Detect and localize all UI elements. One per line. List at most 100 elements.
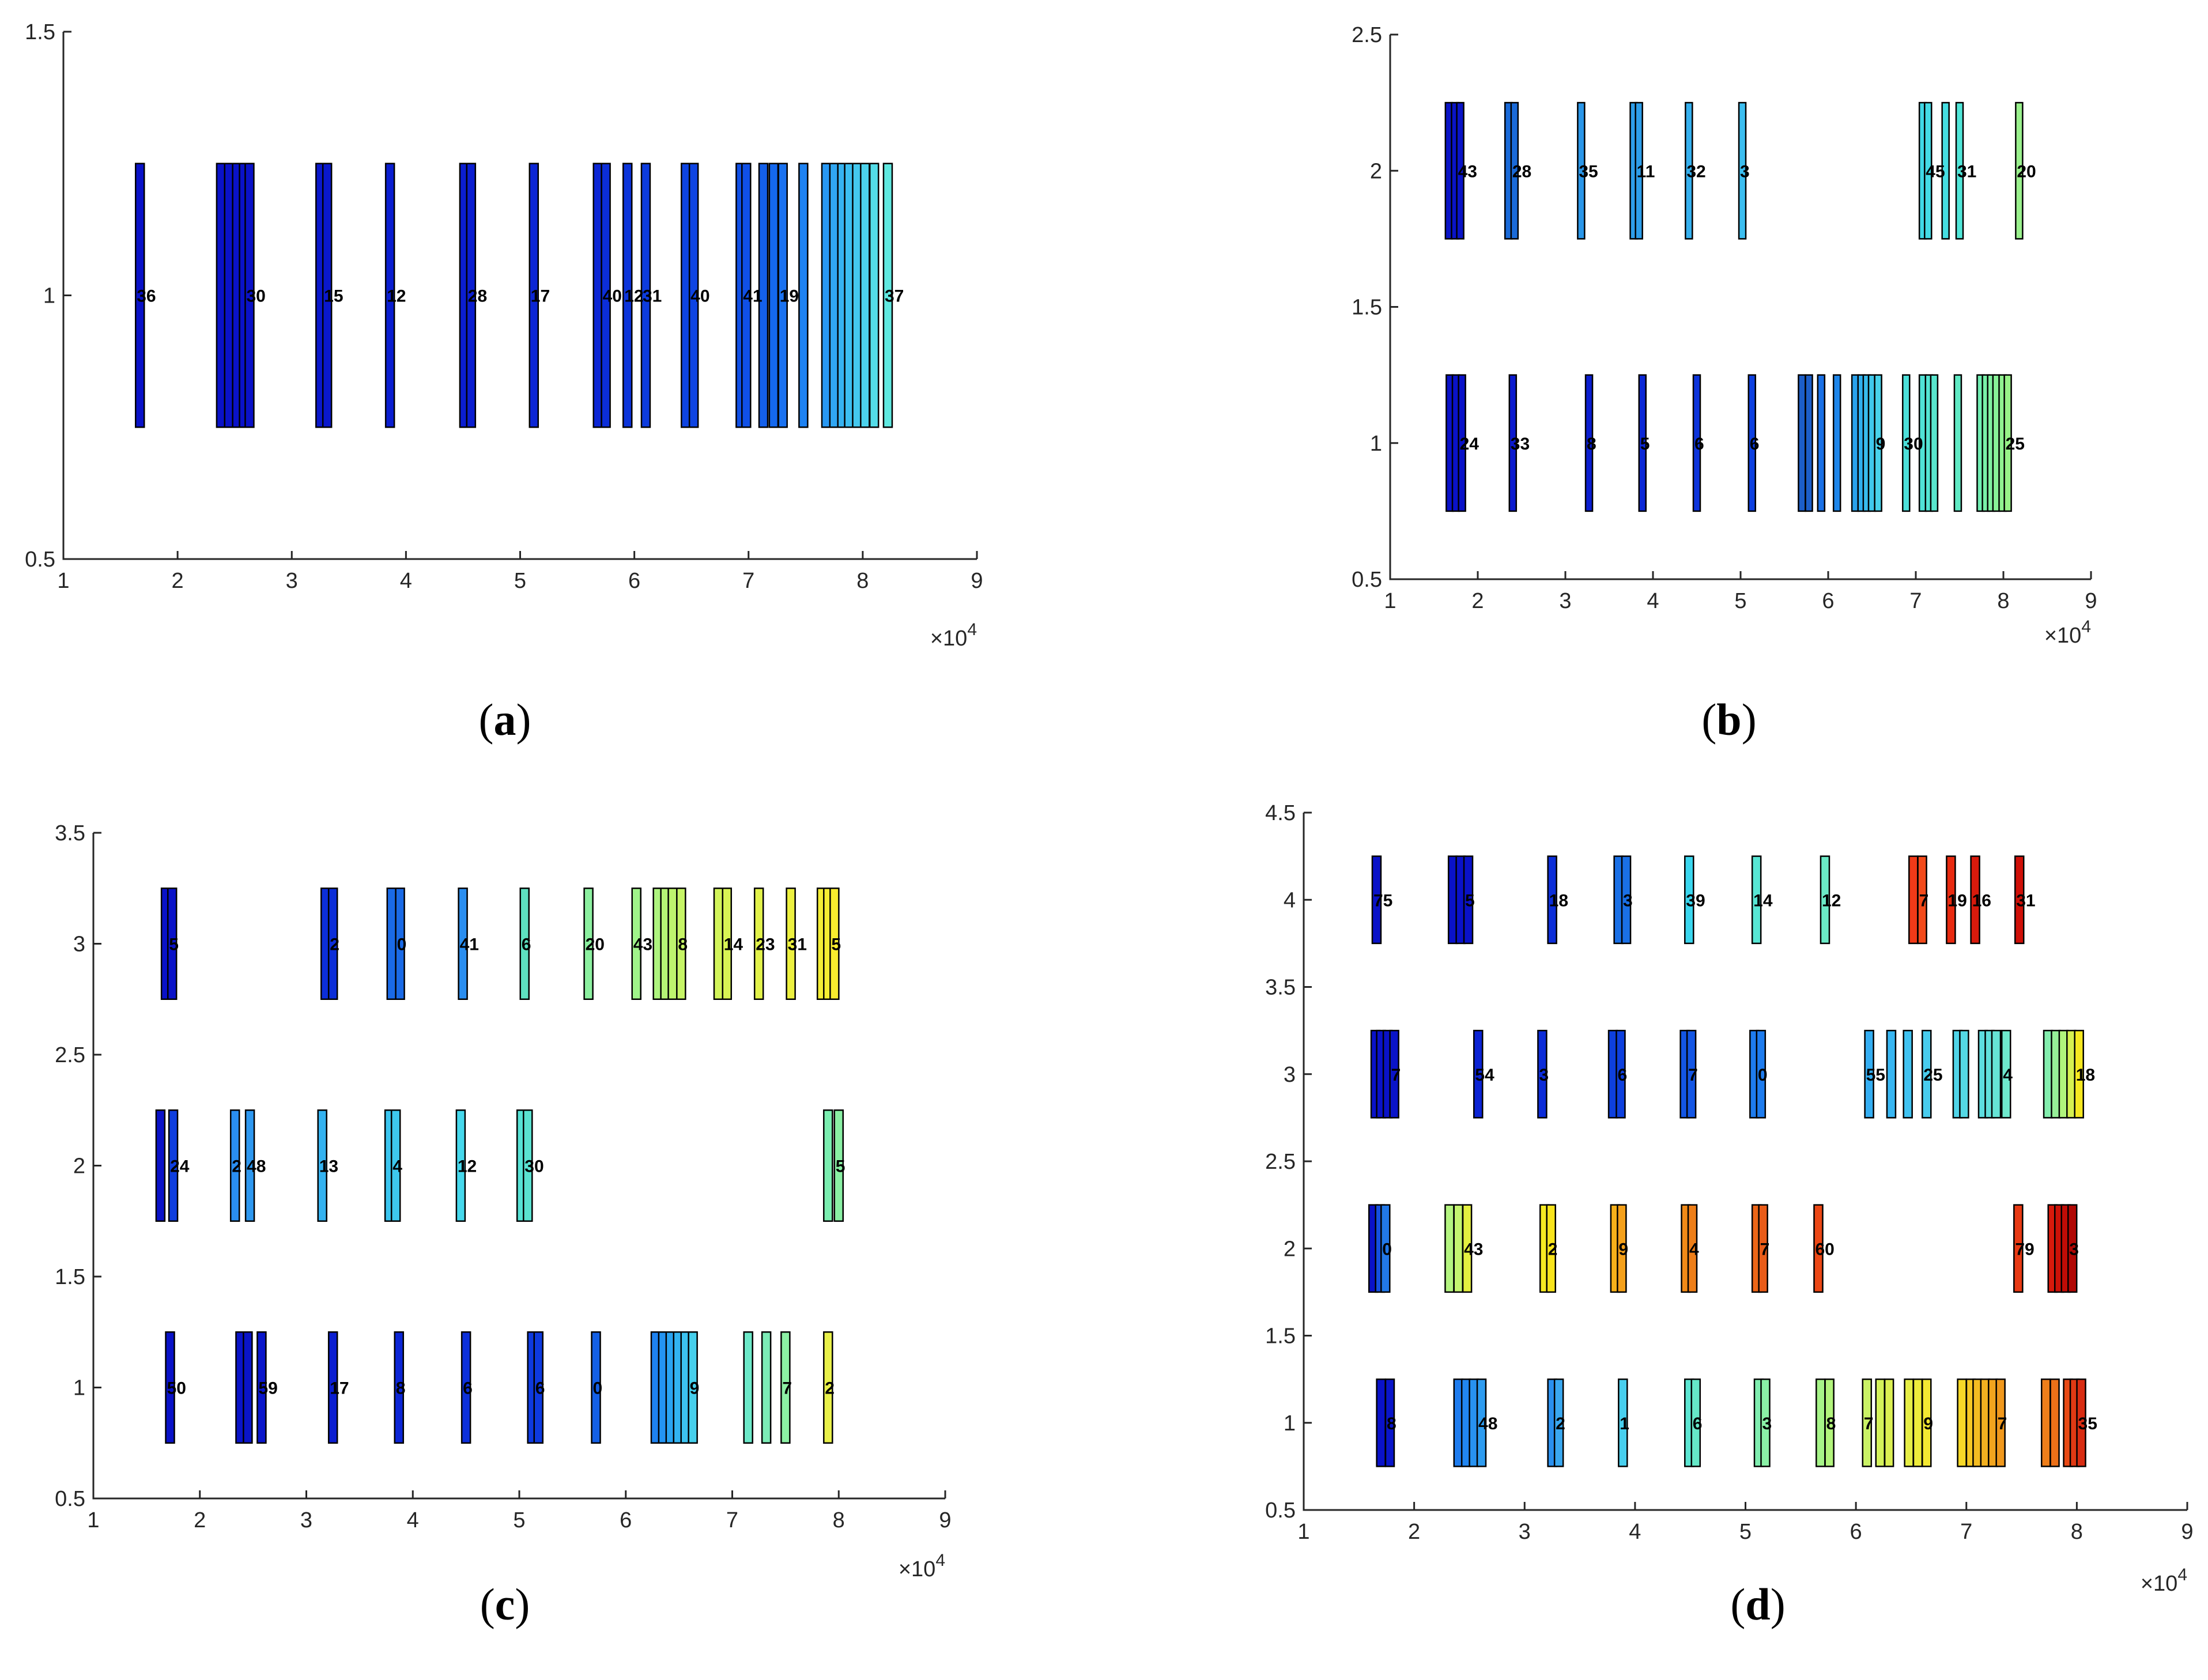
bar-label: 59 <box>258 1379 277 1398</box>
bar <box>1476 1378 1487 1467</box>
y-tick-label: 2.5 <box>55 1043 85 1067</box>
x-tick-label: 6 <box>620 1508 632 1532</box>
x-tick-label: 5 <box>514 569 526 593</box>
bar <box>667 888 678 1000</box>
bar <box>1924 101 1933 240</box>
bar <box>1820 855 1830 945</box>
x-tick-label: 3 <box>300 1508 312 1532</box>
x-tick-label: 6 <box>628 569 640 593</box>
bar <box>165 1331 175 1444</box>
y-tick-label: 1 <box>1370 432 1382 456</box>
bar <box>1462 1204 1473 1293</box>
x-exponent-label: ×104 <box>2044 617 2091 648</box>
bar <box>1546 1204 1556 1293</box>
bar-label: 1 <box>1620 1414 1629 1433</box>
x-tick-label: 3 <box>1519 1520 1531 1544</box>
y-tick-label: 2 <box>1284 1237 1296 1261</box>
bar <box>461 1331 471 1444</box>
bar <box>1917 855 1927 945</box>
x-tick-label: 2 <box>194 1508 206 1532</box>
bar <box>256 1331 267 1444</box>
bar-label: 79 <box>2015 1240 2034 1259</box>
bar-label: 8 <box>678 935 688 954</box>
y-tick-label: 3.5 <box>55 821 85 845</box>
bar <box>833 1109 844 1222</box>
bar-label: 9 <box>1876 435 1886 454</box>
bar-label: 28 <box>1512 162 1531 181</box>
bar <box>1995 1378 2006 1467</box>
bar <box>591 1331 601 1444</box>
bar <box>1908 855 1919 945</box>
bar <box>622 163 633 428</box>
bar <box>1380 1204 1391 1293</box>
bar <box>1751 855 1762 945</box>
bar <box>2003 374 2012 512</box>
bar-label: 7 <box>1760 1240 1770 1259</box>
bar-label: 12 <box>387 287 406 306</box>
bar-label: 17 <box>531 287 550 306</box>
bar <box>327 1331 338 1444</box>
bar <box>1813 1204 1824 1293</box>
y-tick-label: 1 <box>43 284 55 308</box>
bar-label: 30 <box>1904 435 1923 454</box>
bar-label: 12 <box>458 1157 477 1176</box>
bar <box>168 1109 179 1222</box>
bar <box>1941 101 1950 240</box>
x-tick-label: 9 <box>2085 589 2097 613</box>
bar <box>1875 1378 1886 1467</box>
x-tick-label: 3 <box>1559 589 1571 613</box>
bar <box>1805 374 1813 512</box>
bar-label: 75 <box>1373 891 1392 910</box>
bar-label: 6 <box>1617 1066 1627 1085</box>
caption-c: (c) <box>480 1579 530 1629</box>
bar-label: 40 <box>690 287 709 306</box>
bar-label: 0 <box>1382 1240 1392 1259</box>
bar-label: 8 <box>1387 1414 1396 1433</box>
bar-label: 7 <box>1919 891 1929 910</box>
bar-label: 43 <box>1458 162 1477 181</box>
y-tick-label: 2.5 <box>1352 23 1382 47</box>
bar <box>1922 1029 1932 1119</box>
bar-label: 41 <box>460 935 479 954</box>
bar <box>1798 374 1806 512</box>
bar <box>1473 1029 1484 1119</box>
x-tick-label: 8 <box>833 1508 845 1532</box>
y-tick-label: 2 <box>1370 159 1382 183</box>
bar <box>786 888 796 1000</box>
bar-label: 25 <box>1923 1066 1942 1085</box>
y-tick-label: 1.5 <box>1352 296 1382 320</box>
caption-b: (b) <box>1701 694 1756 745</box>
bar <box>1453 1204 1464 1293</box>
bar <box>1946 855 1956 945</box>
bar <box>1376 1378 1386 1467</box>
bar <box>753 888 764 1000</box>
bar <box>640 163 651 428</box>
bar-label: 16 <box>1972 891 1991 910</box>
bar-label: 13 <box>319 1157 338 1176</box>
x-tick-label: 8 <box>1997 589 2009 613</box>
bar-label: 36 <box>137 287 156 306</box>
y-tick-label: 1.5 <box>1265 1324 1296 1349</box>
bar <box>533 1331 544 1444</box>
bar <box>1756 1029 1767 1119</box>
bar-label: 35 <box>1579 162 1598 181</box>
y-tick-label: 0.5 <box>1265 1498 1296 1523</box>
bar <box>676 888 686 1000</box>
bar <box>1747 374 1757 512</box>
bar <box>1456 101 1465 240</box>
bar-label: 3 <box>1762 1414 1772 1433</box>
bar <box>1758 1204 1768 1293</box>
bar <box>244 1109 255 1222</box>
bar <box>1817 374 1826 512</box>
bar-label: 5 <box>831 935 841 954</box>
bar-label: 8 <box>1826 1414 1836 1433</box>
bar <box>1957 1378 1967 1467</box>
bar-label: 39 <box>1686 891 1705 910</box>
bar-label: 7 <box>1391 1066 1401 1085</box>
bar <box>1953 374 1962 512</box>
bar <box>1912 1378 1923 1467</box>
bar <box>1832 374 1841 512</box>
bar <box>1904 1378 1914 1467</box>
bar <box>1389 1029 1399 1119</box>
